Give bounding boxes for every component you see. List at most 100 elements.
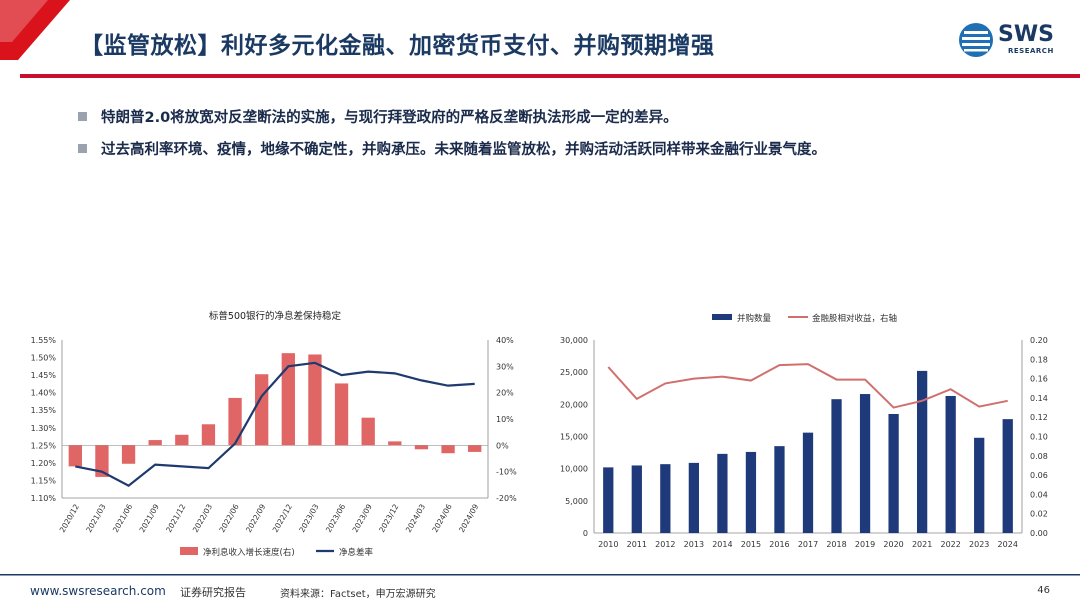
y-left-tick-label: 1.10% <box>31 494 57 503</box>
bar <box>441 445 455 454</box>
legend-bar-swatch <box>180 547 198 555</box>
bar <box>68 445 82 467</box>
y-right-tick-label: 0.04 <box>1030 490 1048 499</box>
y-left-tick-label: 0 <box>583 529 588 538</box>
bar <box>334 383 349 446</box>
y-right-tick-label: -20% <box>496 494 517 503</box>
y-left-tick-label: 1.50% <box>31 354 57 363</box>
bar <box>388 441 402 446</box>
y-right-tick-label: 0% <box>496 441 509 450</box>
header-red-rule <box>20 74 1080 78</box>
bar <box>831 399 842 533</box>
y-right-tick-label: -10% <box>496 468 517 477</box>
y-right-tick-label: 10% <box>496 415 514 424</box>
y-right-tick-label: 0.16 <box>1030 375 1048 384</box>
y-left-tick-label: 15,000 <box>560 433 588 442</box>
y-left-tick-label: 5,000 <box>565 497 588 506</box>
page-number: 46 <box>1037 585 1050 596</box>
bar <box>974 437 985 533</box>
bar <box>308 354 322 446</box>
footer-url-link[interactable]: www.swsresearch.com <box>30 584 166 598</box>
bar <box>281 353 295 446</box>
y-right-tick-label: 0.18 <box>1030 355 1048 364</box>
x-tick-label: 2021 <box>912 540 932 549</box>
bar <box>745 451 757 533</box>
series-line <box>607 363 1008 409</box>
footer-rule <box>0 574 1080 576</box>
sws-logo-icon <box>959 23 993 57</box>
x-tick-label: 2020/12 <box>58 502 81 534</box>
bar <box>916 370 928 533</box>
y-left-tick-label: 1.40% <box>31 389 57 398</box>
x-tick-label: 2024 <box>998 540 1018 549</box>
x-tick-label: 2013 <box>684 540 704 549</box>
bar <box>228 397 242 446</box>
bar <box>774 446 785 533</box>
bullet-square-icon <box>78 111 87 121</box>
legend-line-label: 净息差率 <box>339 547 374 558</box>
x-tick-label: 2022/03 <box>191 502 214 534</box>
chart-title: 标普500银行的净息差保持稳定 <box>209 310 342 322</box>
x-tick-label: 2021/06 <box>111 502 134 534</box>
y-right-tick-label: 0.20 <box>1030 336 1048 345</box>
legend-line-label: 金融股相对收益，右轴 <box>812 313 897 324</box>
y-right-tick-label: 0.00 <box>1030 529 1048 538</box>
x-tick-label: 2019 <box>855 540 875 549</box>
x-tick-label: 2020 <box>883 540 903 549</box>
bullet-square-icon <box>78 143 87 153</box>
y-left-tick-label: 1.20% <box>31 459 57 468</box>
bullet-item-1: 特朗普2.0将放宽对反垄断法的实施，与现行拜登政府的严格反垄断执法形成一定的差异… <box>78 106 678 127</box>
logo-main-text: SWS <box>998 22 1054 47</box>
header-decoration <box>0 0 1080 78</box>
y-right-tick-label: 20% <box>496 389 514 398</box>
x-tick-label: 2023/09 <box>351 502 374 534</box>
bar <box>468 445 482 452</box>
y-right-tick-label: 0.10 <box>1030 433 1048 442</box>
y-right-tick-label: 0.12 <box>1030 413 1048 422</box>
y-right-tick-label: 0.06 <box>1030 471 1048 480</box>
legend-bar-label: 并购数量 <box>737 313 772 324</box>
bar <box>414 445 429 450</box>
bar <box>361 417 375 446</box>
y-left-tick-label: 1.15% <box>31 476 57 485</box>
x-tick-label: 2023 <box>969 540 989 549</box>
x-tick-label: 2023/06 <box>324 502 347 534</box>
bullet-item-2: 过去高利率环境、疫情，地缘不确定性，并购承压。未来随着监管放松，并购活动活跃同样… <box>78 138 826 159</box>
y-left-tick-label: 10,000 <box>560 465 588 474</box>
bar <box>859 394 871 533</box>
bar <box>688 462 700 533</box>
legend-bar-label: 净利息收入增长速度(右) <box>203 547 295 558</box>
y-right-tick-label: 0.14 <box>1030 394 1048 403</box>
x-tick-label: 2021/09 <box>138 502 161 534</box>
x-tick-label: 2022 <box>940 540 960 549</box>
y-left-tick-label: 1.25% <box>31 441 57 450</box>
sws-logo: SWS RESEARCH <box>958 22 1058 62</box>
y-left-tick-label: 1.55% <box>31 336 57 345</box>
x-tick-label: 2023/03 <box>297 502 320 534</box>
y-left-tick-label: 1.30% <box>31 424 57 433</box>
x-tick-label: 2012 <box>655 540 675 549</box>
x-tick-label: 2016 <box>769 540 789 549</box>
bar <box>201 424 216 446</box>
x-tick-label: 2024/09 <box>457 502 480 534</box>
logo-sub-text: RESEARCH <box>1008 47 1054 55</box>
y-left-tick-label: 1.45% <box>31 371 57 380</box>
y-left-tick-label: 1.35% <box>31 406 57 415</box>
footer-report-label: 证券研究报告 <box>180 586 246 599</box>
bullet-text: 特朗普2.0将放宽对反垄断法的实施，与现行拜登政府的严格反垄断执法形成一定的差异… <box>101 110 678 126</box>
x-tick-label: 2022/12 <box>271 502 294 534</box>
y-left-tick-label: 25,000 <box>560 368 588 377</box>
y-right-tick-label: 0.08 <box>1030 452 1048 461</box>
header-red-corner <box>0 0 70 60</box>
bar <box>945 395 956 533</box>
x-tick-label: 2015 <box>741 540 761 549</box>
bar <box>717 453 728 533</box>
bar <box>802 432 814 533</box>
x-tick-label: 2024/03 <box>404 502 427 534</box>
footer-source: 资料来源：Factset，申万宏源研究 <box>280 589 436 600</box>
x-tick-label: 2018 <box>826 540 846 549</box>
bar <box>175 434 189 446</box>
x-tick-label: 2022/06 <box>217 502 240 534</box>
x-tick-label: 2010 <box>598 540 618 549</box>
x-tick-label: 2023/12 <box>377 502 400 534</box>
